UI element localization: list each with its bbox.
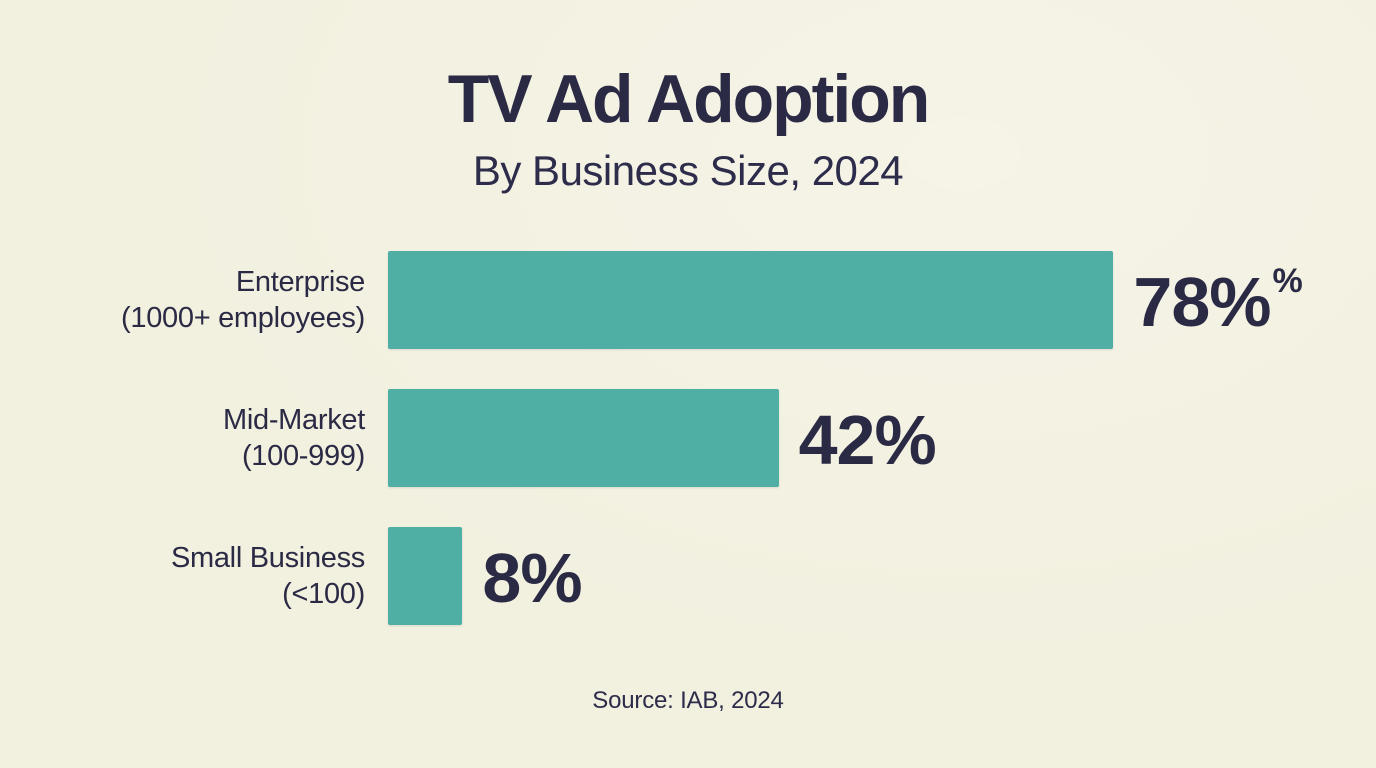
bar-enterprise — [388, 251, 1114, 350]
category-label-small-business: Small Business (<100) — [0, 540, 365, 612]
bar-value-text: 42% — [798, 400, 937, 479]
bar-value-text: 8% — [482, 538, 582, 617]
bar-area-enterprise: 78%% — [388, 251, 1318, 350]
bar-value-small-business: 8% — [482, 540, 583, 613]
chart-title: TV Ad Adoption — [447, 61, 931, 137]
category-label-line1: Mid-Market — [222, 404, 365, 437]
bar-small-business — [388, 527, 463, 626]
category-label-line1: Small Business — [170, 542, 365, 575]
bar-value-enterprise: 78%% — [1133, 261, 1303, 337]
category-label-line1: Enterprise — [235, 266, 365, 299]
category-label-enterprise: Enterprise (1000+ employees) — [0, 264, 365, 336]
category-label-line2: (100-999) — [241, 440, 365, 473]
bar-mid-market — [388, 389, 779, 488]
bar-area-small-business: 8% — [388, 527, 1318, 626]
chart-row-mid-market: Mid-Market (100-999) 42% — [0, 389, 1376, 488]
bar-value-text: 78% — [1133, 262, 1271, 341]
chart-row-enterprise: Enterprise (1000+ employees) 78%% — [0, 251, 1376, 350]
bar-value-mid-market: 42% — [799, 402, 938, 475]
chart-row-small-business: Small Business (<100) 8% — [0, 527, 1376, 626]
bar-value-superscript: % — [1272, 261, 1303, 300]
category-label-mid-market: Mid-Market (100-999) — [0, 402, 365, 474]
category-label-line2: (1000+ employees) — [121, 302, 365, 335]
source-caption: Source: IAB, 2024 — [592, 687, 784, 715]
chart-subtitle: By Business Size, 2024 — [472, 147, 904, 195]
bar-chart: Enterprise (1000+ employees) 78%% Mid-Ma… — [0, 251, 1376, 626]
bar-area-mid-market: 42% — [388, 389, 1318, 488]
category-label-line2: (<100) — [282, 578, 365, 611]
